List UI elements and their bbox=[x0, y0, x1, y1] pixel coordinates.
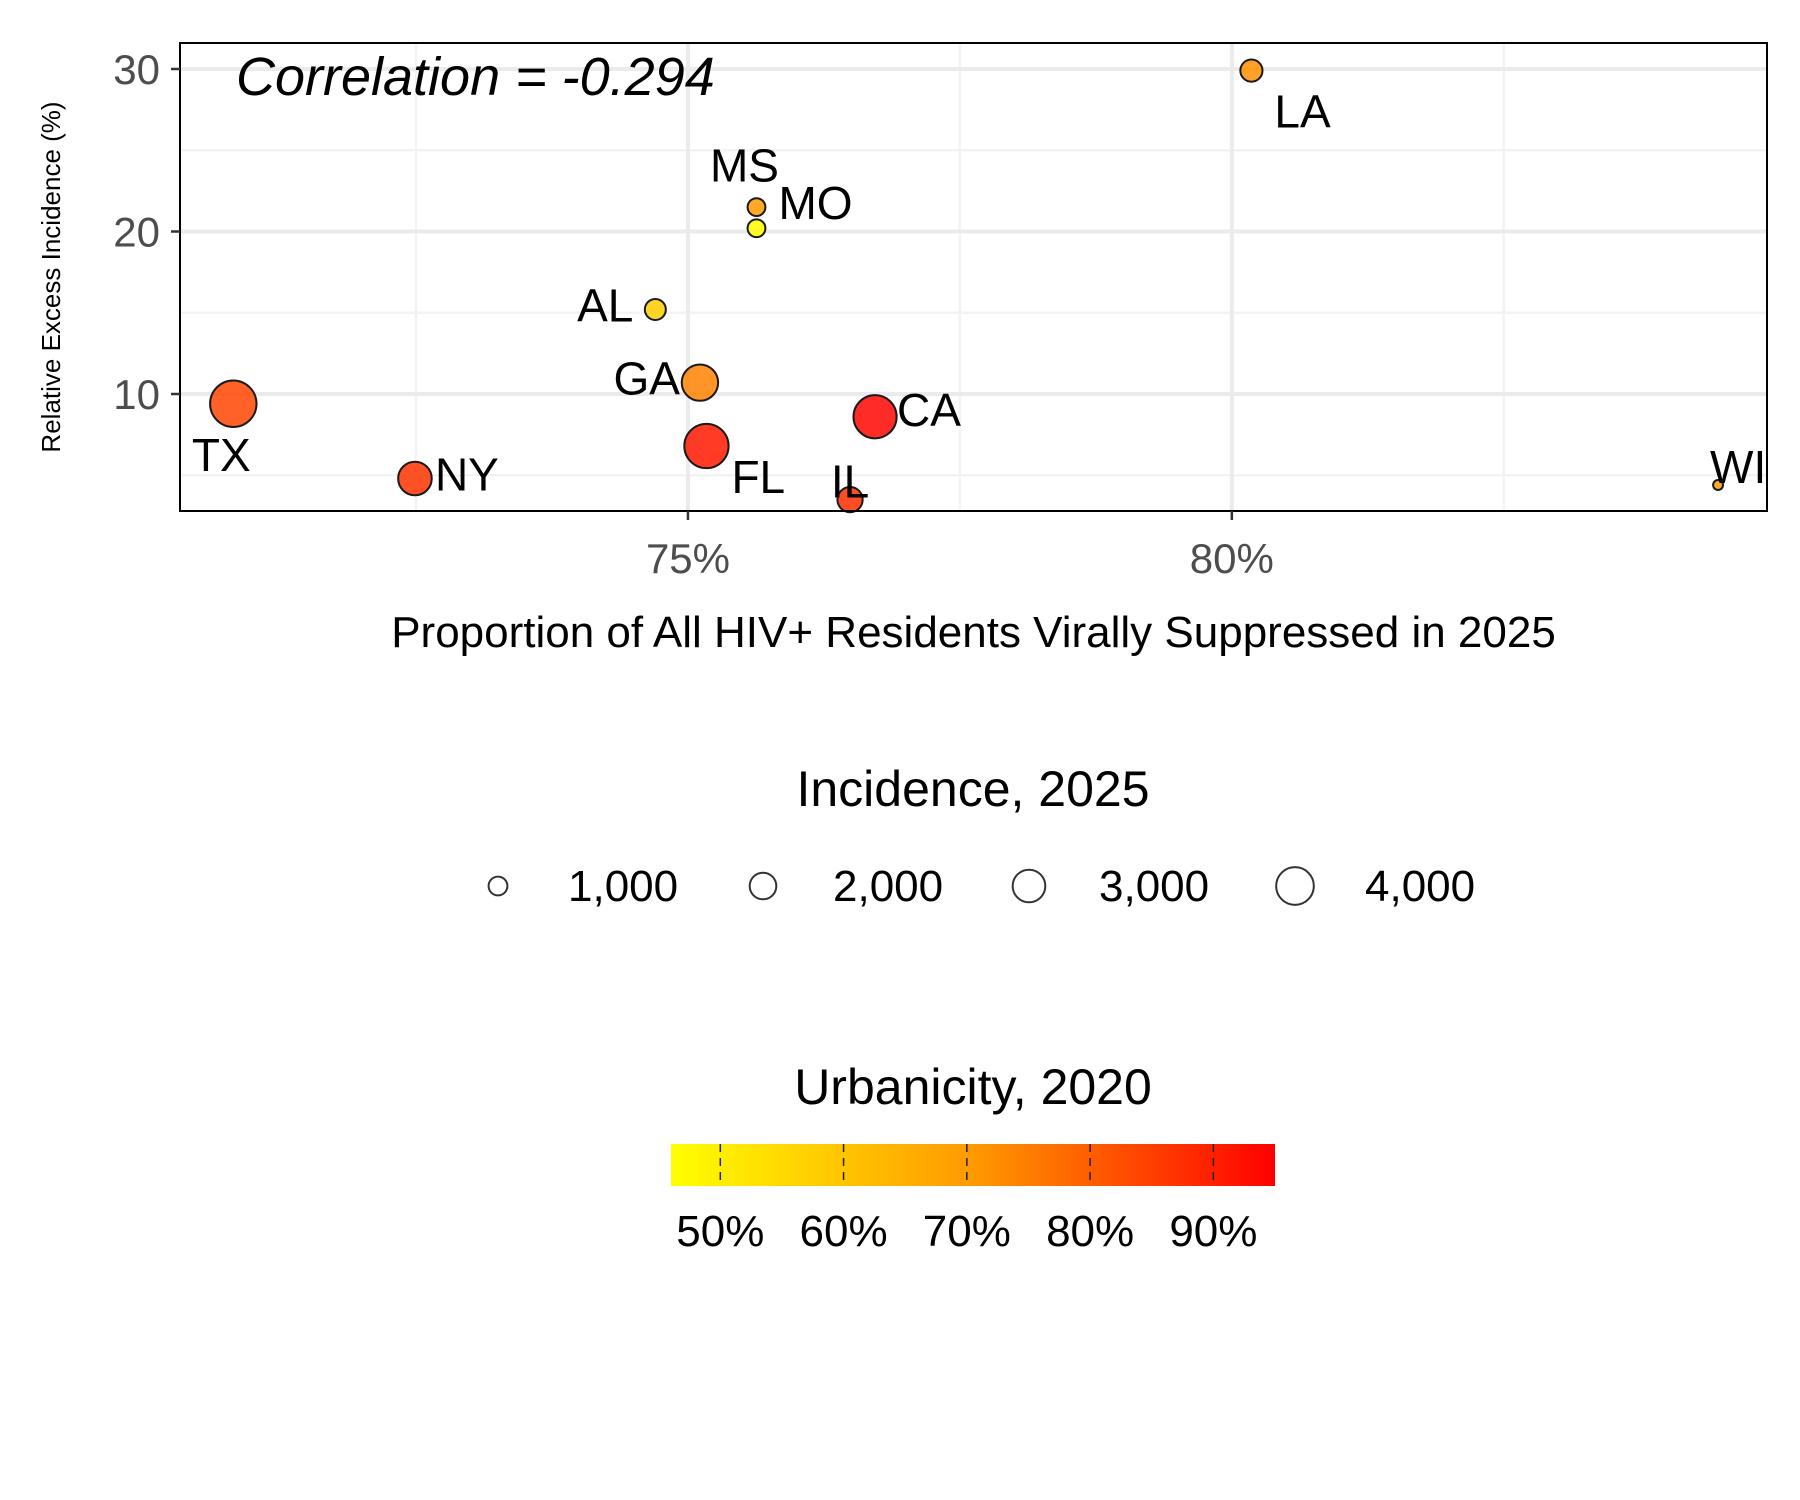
x-tick-label: 75% bbox=[646, 535, 730, 582]
colorbar-tick-label: 50% bbox=[676, 1207, 764, 1256]
size-legend-key bbox=[1011, 868, 1047, 904]
data-point bbox=[1239, 58, 1264, 83]
data-point-label: CA bbox=[897, 384, 961, 436]
data-point-label: NY bbox=[435, 449, 499, 501]
colorbar-tick-label: 80% bbox=[1046, 1207, 1134, 1256]
size-legend-label: 3,000 bbox=[1099, 862, 1209, 911]
data-point-label: TX bbox=[192, 429, 251, 481]
data-points bbox=[209, 58, 1725, 514]
plot-panel bbox=[180, 43, 1767, 511]
color-legend-title: Urbanicity, 2020 bbox=[794, 1059, 1152, 1115]
colorbar-tick-label: 60% bbox=[800, 1207, 888, 1256]
y-axis: 10 20 30 bbox=[113, 46, 180, 418]
colorbar-ticks: 50% 60% 70% 80% 90% bbox=[676, 1144, 1257, 1256]
data-point-label: GA bbox=[613, 353, 680, 405]
data-point-label: MS bbox=[710, 139, 779, 191]
size-legend-key bbox=[748, 871, 778, 901]
data-point-label: WI bbox=[1710, 441, 1766, 493]
size-legend-label: 4,000 bbox=[1365, 862, 1475, 911]
x-axis-title: Proportion of All HIV+ Residents Virally… bbox=[391, 608, 1556, 657]
size-legend-key bbox=[1275, 866, 1315, 906]
data-point bbox=[209, 379, 258, 428]
data-point-label: FL bbox=[731, 451, 785, 503]
data-point-label: AL bbox=[577, 280, 633, 332]
data-point bbox=[683, 422, 730, 470]
colorbar-tick-label: 90% bbox=[1169, 1207, 1257, 1256]
size-legend-title: Incidence, 2025 bbox=[796, 761, 1149, 817]
data-point bbox=[836, 486, 864, 514]
size-legend-items: 1,000 2,000 3,000 4,000 bbox=[487, 862, 1475, 911]
x-axis: 75% 80% bbox=[646, 511, 1274, 582]
data-point-label: LA bbox=[1274, 86, 1331, 138]
data-point bbox=[643, 298, 667, 321]
data-point-label: MO bbox=[778, 177, 852, 229]
size-legend: Incidence, 2025 1,000 2,000 3,000 4,000 bbox=[487, 761, 1475, 911]
y-tick-label: 20 bbox=[113, 209, 160, 256]
data-point bbox=[680, 363, 720, 402]
plot-panel-border bbox=[179, 42, 1768, 512]
data-point bbox=[852, 394, 898, 440]
y-tick-label: 30 bbox=[113, 46, 160, 93]
size-legend-key bbox=[487, 875, 509, 897]
data-point bbox=[397, 460, 433, 497]
grid-minor bbox=[180, 43, 1767, 511]
color-legend: Urbanicity, 2020 50% 60% 70% 80% 90% bbox=[671, 1059, 1275, 1256]
size-legend-label: 1,000 bbox=[568, 862, 678, 911]
colorbar bbox=[671, 1144, 1275, 1186]
x-tick-label: 80% bbox=[1190, 535, 1274, 582]
correlation-annotation: Correlation = -0.294 bbox=[236, 47, 715, 107]
data-point-label: IL bbox=[831, 456, 869, 508]
data-point bbox=[746, 197, 767, 218]
data-point bbox=[1712, 479, 1725, 491]
y-axis-title: Relative Excess Incidence (%) bbox=[36, 101, 66, 452]
colorbar-tick-label: 70% bbox=[923, 1207, 1011, 1256]
y-tick-label: 10 bbox=[113, 371, 160, 418]
size-legend-label: 2,000 bbox=[833, 862, 943, 911]
data-point bbox=[746, 218, 767, 239]
grid-major bbox=[180, 43, 1767, 511]
